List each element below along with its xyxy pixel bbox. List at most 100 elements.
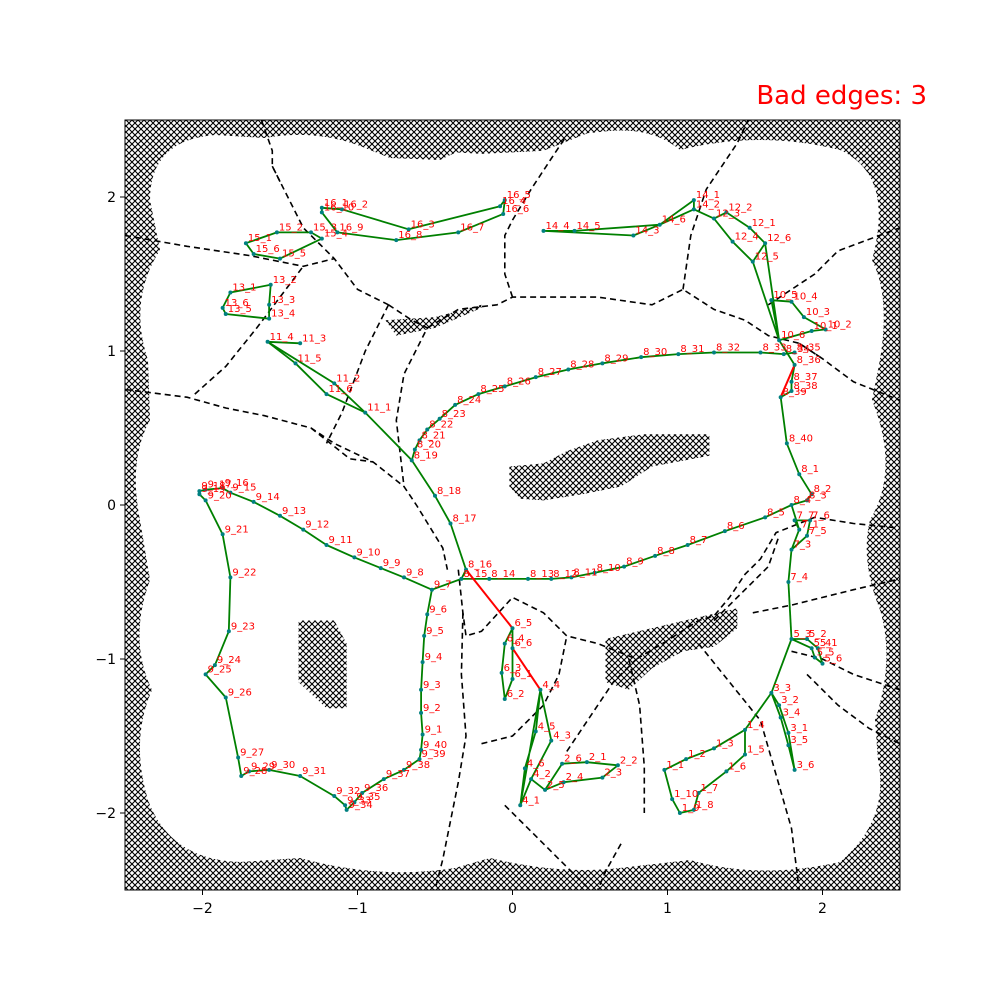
node-9_9	[378, 566, 383, 571]
node-8_13	[526, 576, 530, 581]
x-tick-label: 1	[663, 901, 672, 917]
node-7_6	[808, 518, 813, 523]
node-label-8_15: 8_15	[463, 569, 487, 580]
node-8_11	[569, 575, 574, 580]
node-8_9	[622, 564, 627, 569]
node-8_29	[600, 361, 605, 366]
edge-path-11	[431, 339, 813, 591]
node-13_5	[223, 312, 228, 317]
node-label-8_38: 8_38	[794, 381, 818, 392]
node-8_1	[797, 472, 802, 477]
node-label-6_2: 6_2	[507, 689, 525, 700]
node-label-1_6: 1_6	[728, 761, 746, 772]
boundary-edge-0	[260, 120, 281, 182]
edge-path-16	[519, 689, 553, 806]
node-label-8_27: 8_27	[538, 367, 562, 378]
node-label-7_3: 7_3	[794, 540, 812, 551]
node-6_2	[502, 697, 507, 702]
node-16_1	[319, 205, 324, 210]
node-3_6	[792, 767, 797, 772]
node-label-9_37: 9_37	[386, 769, 410, 780]
node-1_5	[743, 752, 747, 757]
boundary-edge-22	[752, 578, 900, 614]
node-label-13_6: 13_6	[225, 298, 249, 309]
node-label-9_35: 9_35	[356, 792, 380, 803]
node-15_1	[243, 241, 248, 246]
node-label-16_3: 16_3	[411, 219, 435, 230]
node-8_10	[592, 570, 597, 575]
node-label-5_1: 5_1	[820, 638, 838, 649]
node-9_16	[220, 486, 225, 491]
node-label-13_2: 13_2	[273, 275, 297, 286]
node-12_6	[763, 241, 768, 246]
node-label-9_21: 9_21	[225, 524, 249, 535]
node-label-7_4: 7_4	[790, 572, 808, 583]
node-9_19	[197, 492, 202, 497]
node-5_3	[789, 636, 794, 641]
node-label-9_22: 9_22	[232, 567, 256, 578]
node-label-1_7: 1_7	[701, 783, 719, 794]
node-label-8_9: 8_9	[626, 557, 644, 568]
node-8_2	[809, 492, 814, 497]
node-9_35	[352, 800, 357, 805]
node-4_1	[518, 803, 523, 808]
node-label-9_26: 9_26	[228, 688, 252, 699]
boundary-edge-3	[125, 388, 449, 570]
node-5_4	[809, 646, 814, 651]
node-8_21	[417, 438, 422, 443]
node-9_28	[239, 774, 244, 779]
x-axis: −2 −1 0 1 2	[192, 890, 827, 917]
node-11_2	[332, 381, 337, 386]
node-label-14_5: 14_5	[577, 221, 601, 232]
node-3_5	[786, 743, 791, 748]
boundary-edge-10	[682, 120, 749, 290]
node-8_39	[778, 395, 783, 400]
node-label-16_9: 16_9	[339, 222, 363, 233]
edge-path-19	[744, 692, 773, 731]
node-label-12_3: 12_3	[716, 209, 740, 220]
node-9_1	[420, 732, 425, 737]
node-2_6	[560, 761, 565, 766]
node-label-8_13: 8_13	[530, 569, 554, 580]
boundary-edge-21	[713, 535, 780, 622]
node-16_2	[340, 207, 344, 212]
node-8_28	[566, 367, 571, 372]
node-8_20	[412, 447, 417, 452]
boundary-edge-14	[434, 612, 467, 890]
node-label-3_6: 3_6	[797, 760, 815, 771]
node-4_6	[522, 766, 527, 771]
node-label-2_6: 2_6	[564, 754, 582, 765]
node-5_1	[815, 646, 820, 651]
y-axis: −2 −1 0 1 2	[95, 190, 125, 822]
node-1_3	[712, 746, 716, 751]
node-label-16_5: 16_5	[507, 190, 531, 201]
boundary-edge-12	[798, 342, 823, 360]
node-label-15_2: 15_2	[279, 222, 303, 233]
node-label-8_35: 8_35	[797, 343, 821, 354]
edge-path-23	[787, 581, 793, 640]
node-label-4_3: 4_3	[553, 731, 571, 742]
node-9_21	[220, 532, 225, 537]
node-label-9_2: 9_2	[423, 703, 441, 714]
node-label-9_28: 9_28	[243, 766, 267, 777]
boundary-edge-8	[426, 288, 900, 402]
node-label-15_5: 15_5	[282, 249, 306, 260]
node-16_7	[456, 230, 461, 235]
node-9_4	[420, 660, 425, 665]
node-3_4	[778, 715, 783, 720]
node-label-8_2: 8_2	[814, 484, 832, 495]
node-label-8_3: 8_3	[809, 490, 827, 501]
node-label-2_4: 2_4	[566, 772, 584, 783]
node-3_3	[769, 690, 774, 695]
node-13_1	[228, 290, 233, 295]
node-1_8	[691, 807, 696, 812]
boundary-edge-18	[628, 658, 646, 813]
node-9_26	[223, 695, 228, 700]
node-label-8_39: 8_39	[783, 387, 807, 398]
node-14_6	[657, 222, 662, 227]
node-label-1_5: 1_5	[747, 744, 765, 755]
node-9_13	[278, 513, 282, 518]
node-label-4_6: 4_6	[527, 758, 545, 769]
y-tick-label: 2	[107, 190, 116, 206]
node-label-8_31: 8_31	[680, 344, 704, 355]
